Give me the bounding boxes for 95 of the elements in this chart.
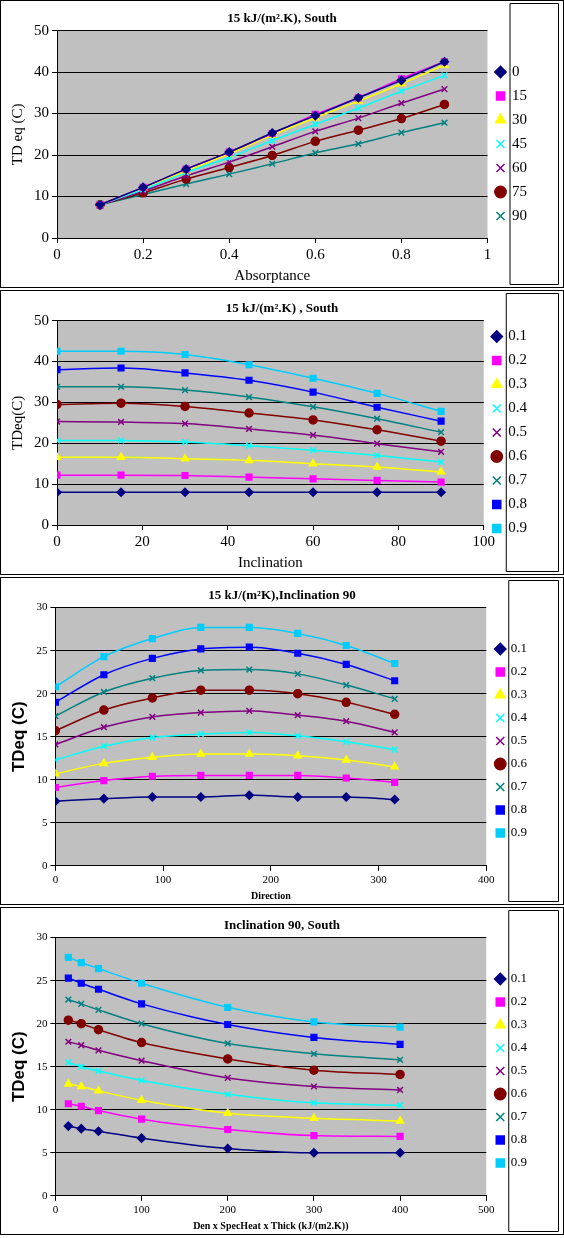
legend-label: 0.6 [510, 1085, 528, 1101]
x-tick-label: 0.8 [392, 245, 411, 262]
x-tick-label: 20 [134, 532, 150, 549]
legend-label: 0.1 [510, 970, 527, 986]
y-tick-label: 50 [34, 311, 49, 328]
legend-label: 0.4 [510, 709, 528, 725]
y-tick-label: 30 [36, 930, 48, 943]
legend-label: 0.3 [510, 1016, 527, 1032]
x-tick-label: 400 [391, 1203, 409, 1216]
x-axis-title: Direction [250, 889, 292, 901]
y-tick-label: 40 [34, 63, 49, 80]
x-tick-label: 0.6 [305, 245, 326, 262]
y-tick-label: 25 [36, 643, 48, 656]
x-tick-label: 0.4 [219, 245, 240, 262]
y-tick-label: 0 [41, 1188, 48, 1201]
legend-label: 60 [512, 158, 527, 175]
legend-label: 0.5 [510, 1062, 527, 1078]
x-tick-label: 300 [305, 1203, 323, 1216]
legend-label: 0.2 [508, 351, 527, 368]
y-tick-label: 30 [34, 104, 49, 121]
x-tick-label: 300 [370, 873, 388, 886]
legend-label: 75 [512, 182, 527, 199]
y-tick-label: 15 [36, 1059, 48, 1072]
chart-title: 15 kJ/(m².K) , South [225, 300, 340, 316]
x-axis-title: Absorptance [234, 266, 311, 283]
legend-label: 0.6 [510, 755, 528, 771]
y-tick-label: 5 [41, 815, 48, 828]
legend-label: 0.7 [510, 1108, 528, 1124]
legend-label: 0.7 [508, 471, 528, 488]
legend-label: 0.4 [508, 399, 528, 416]
y-tick-label: 0 [41, 858, 48, 871]
x-tick-label: 0 [53, 532, 61, 549]
y-axis-title: TDeq (C) [8, 1031, 28, 1103]
legend-label: 0.3 [508, 375, 527, 392]
y-tick-label: 20 [34, 434, 49, 451]
y-tick-label: 10 [36, 1102, 48, 1115]
y-tick-label: 20 [36, 686, 48, 699]
y-tick-label: 20 [34, 145, 49, 162]
x-tick-label: 100 [133, 1203, 151, 1216]
y-tick-label: 15 [36, 729, 48, 742]
y-tick-label: 25 [36, 973, 48, 986]
y-tick-label: 5 [41, 1145, 48, 1158]
legend-label: 90 [512, 206, 527, 223]
chart-title: Inclination 90, South [224, 917, 341, 933]
x-tick-label: 400 [478, 873, 495, 886]
legend-label: 0.5 [510, 732, 527, 748]
y-tick-label: 20 [36, 1016, 48, 1029]
x-tick-label: 0.2 [133, 245, 153, 262]
x-tick-label: 40 [220, 532, 236, 549]
y-tick-label: 10 [36, 772, 48, 785]
x-tick-label: 1 [483, 245, 492, 262]
y-tick-label: 10 [34, 187, 49, 204]
legend-label: 0.8 [510, 801, 527, 817]
y-axis-title: TD eq (C) [8, 103, 26, 166]
y-tick-label: 50 [34, 21, 49, 38]
x-tick-label: 0 [53, 245, 61, 262]
legend-label: 0.8 [510, 1131, 527, 1147]
y-axis-title: TDeq(C) [8, 395, 26, 450]
legend-label: 0.1 [510, 640, 527, 656]
legend-label: 0.8 [508, 495, 527, 512]
x-tick-label: 100 [154, 873, 172, 886]
legend-label: 0.9 [510, 1154, 527, 1170]
x-tick-label: 60 [305, 532, 321, 549]
legend-label: 0.1 [508, 327, 527, 344]
y-tick-label: 0 [41, 228, 49, 245]
legend-label: 0.2 [510, 663, 527, 679]
y-axis-title: TDeq (C) [8, 701, 28, 773]
legend-label: 0.2 [510, 993, 527, 1009]
x-tick-label: 500 [478, 1203, 495, 1216]
x-tick-label: 0 [52, 873, 59, 886]
y-tick-label: 40 [34, 352, 49, 369]
x-tick-label: 200 [262, 873, 280, 886]
y-tick-label: 0 [41, 515, 49, 532]
legend-label: 0.9 [510, 824, 527, 840]
x-tick-label: 100 [472, 532, 495, 549]
legend-label: 15 [512, 86, 527, 103]
y-tick-label: 30 [34, 393, 49, 410]
legend-label: 0.6 [508, 447, 528, 464]
x-tick-label: 200 [219, 1203, 237, 1216]
chart-title: 15 kJ/(m²K),Inclination 90 [208, 587, 356, 603]
y-tick-label: 10 [34, 475, 49, 492]
chart-title: 15 kJ/(m².K), South [227, 10, 338, 26]
legend-label: 0.5 [508, 423, 527, 440]
legend-label: 45 [512, 134, 527, 151]
x-tick-label: 80 [390, 532, 406, 549]
legend-label: 0.3 [510, 686, 527, 702]
x-axis-title: Inclination [237, 553, 304, 570]
legend-label: 0 [512, 62, 520, 79]
legend-label: 0.4 [510, 1039, 528, 1055]
legend-label: 30 [512, 110, 527, 127]
x-tick-label: 0 [52, 1203, 59, 1216]
legend-label: 0.7 [510, 778, 528, 794]
x-axis-title: Den x SpecHeat x Thick (kJ/(m2.K)) [193, 1219, 349, 1232]
legend-label: 0.9 [508, 519, 527, 536]
y-tick-label: 30 [36, 600, 48, 613]
